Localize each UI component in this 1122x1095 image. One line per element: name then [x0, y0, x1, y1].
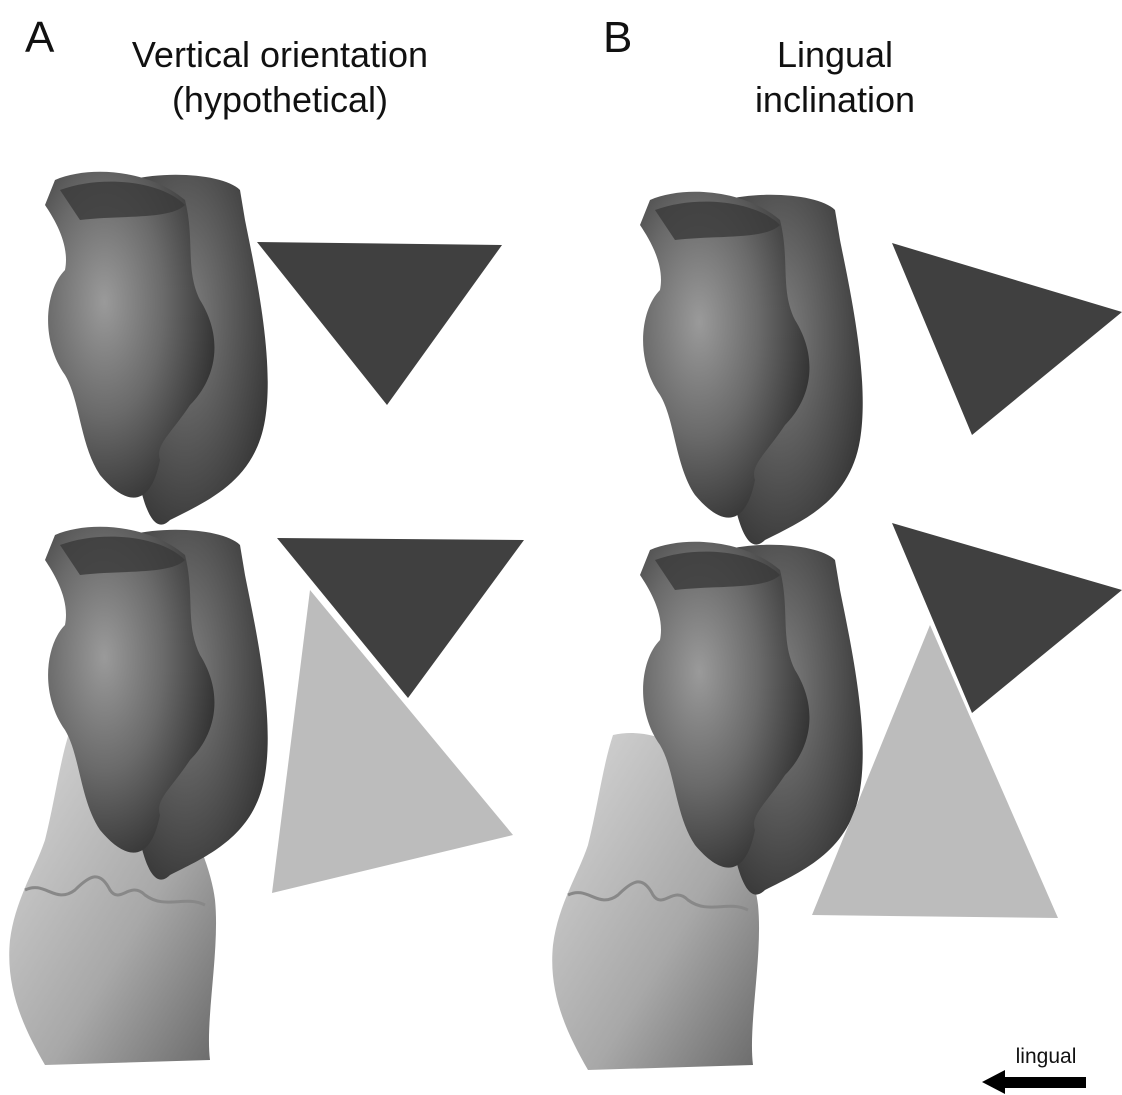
- tooth-render: [640, 192, 863, 545]
- figure: A Vertical orientation (hypothetical) B …: [0, 0, 1122, 1095]
- panel-title: Vertical orientation: [132, 34, 428, 75]
- triangle: [892, 243, 1122, 435]
- triangle: [257, 242, 502, 405]
- panel-label: A: [25, 13, 55, 62]
- panel-title: inclination: [755, 79, 915, 120]
- panel-title: Lingual: [777, 34, 893, 75]
- direction-arrow: [982, 1070, 1086, 1094]
- direction-label: lingual: [1016, 1045, 1077, 1068]
- panel-label: B: [603, 13, 632, 62]
- panel-title: (hypothetical): [172, 79, 388, 120]
- tooth-render: [45, 172, 268, 525]
